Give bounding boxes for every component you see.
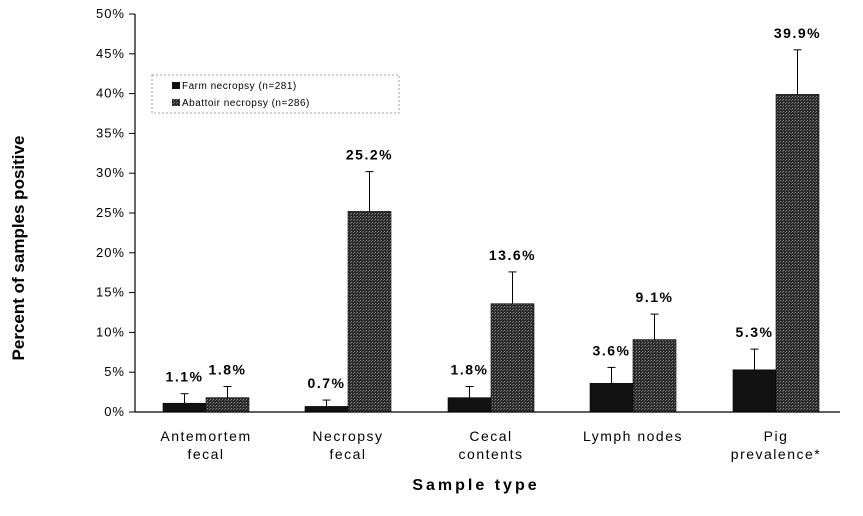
category-label: prevalence* xyxy=(731,446,821,462)
x-axis-label: Sample type xyxy=(412,477,539,494)
y-tick-label: 10% xyxy=(96,324,125,339)
bar-abattoir xyxy=(775,94,820,413)
legend-swatch-farm xyxy=(172,82,180,89)
category-label: Necropsy xyxy=(312,428,383,444)
error-bars xyxy=(180,49,802,407)
data-label: 1.8% xyxy=(451,362,489,378)
y-tick-label: 45% xyxy=(96,46,125,61)
bar-abattoir xyxy=(205,397,250,413)
data-label: 13.6% xyxy=(489,247,536,263)
category-labels: Antemortem fecal Necropsy fecal Cecal content… xyxy=(160,428,821,462)
y-tick-label: 30% xyxy=(96,165,125,180)
category-label: fecal xyxy=(187,446,224,462)
bar-abattoir xyxy=(490,303,535,413)
y-tick-label: 20% xyxy=(96,245,125,260)
data-label: 3.6% xyxy=(593,342,631,358)
category-label: Pig xyxy=(764,428,789,444)
y-tick-label: 0% xyxy=(104,404,125,419)
bar-abattoir xyxy=(347,211,392,413)
data-label: 39.9% xyxy=(774,25,821,41)
category-label: contents xyxy=(459,446,524,462)
bar-farm xyxy=(304,406,349,413)
bar-farm xyxy=(589,383,634,413)
bar-farm xyxy=(732,369,777,413)
y-axis-label: Percent of samples positive xyxy=(9,136,28,361)
y-tick-label: 50% xyxy=(96,6,125,21)
y-tick-label: 35% xyxy=(96,125,125,140)
legend: Farm necropsy (n=281) Abattoir necropsy … xyxy=(151,74,400,114)
data-label: 1.8% xyxy=(209,362,247,378)
data-label: 9.1% xyxy=(636,289,674,305)
y-tick-label: 40% xyxy=(96,86,125,101)
bar-farm xyxy=(447,397,492,413)
y-tick-label: 5% xyxy=(104,364,125,379)
category-label: fecal xyxy=(329,446,366,462)
data-label: 0.7% xyxy=(308,375,346,391)
y-axis-ticks: 0% 5% 10% 15% 20% 25% 30% 35% 40% 45% 50% xyxy=(96,6,135,419)
category-label: Lymph nodes xyxy=(583,428,683,444)
legend-box xyxy=(151,74,400,114)
legend-swatch-abattoir xyxy=(172,99,180,106)
data-label: 5.3% xyxy=(736,324,774,340)
bar-series xyxy=(162,94,820,413)
category-label: Cecal xyxy=(469,428,512,444)
data-label: 1.1% xyxy=(166,369,204,385)
legend-label-abattoir: Abattoir necropsy (n=286) xyxy=(182,98,310,109)
bar-abattoir xyxy=(632,339,677,413)
data-label: 25.2% xyxy=(346,147,393,163)
category-label: Antemortem xyxy=(160,428,251,444)
legend-label-farm: Farm necropsy (n=281) xyxy=(182,81,297,92)
bar-farm xyxy=(162,402,207,413)
data-labels: 1.1% 0.7% 1.8% 3.6% 5.3% 1.8% 25.2% 13.6% 9.1% 39… xyxy=(166,25,821,391)
y-tick-label: 15% xyxy=(96,285,125,300)
y-tick-label: 25% xyxy=(96,205,125,220)
